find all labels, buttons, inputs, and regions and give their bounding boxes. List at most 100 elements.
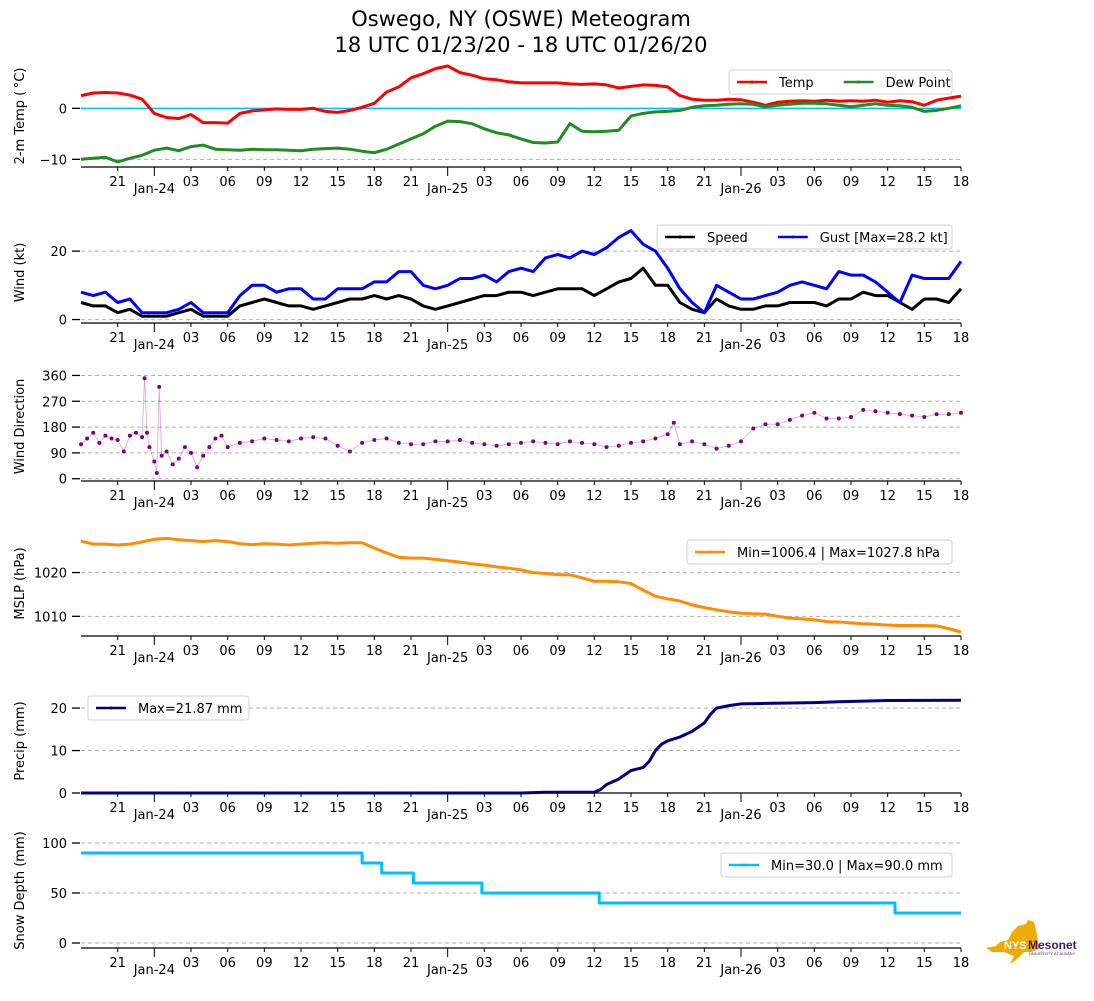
x-tick-label: 18: [659, 489, 676, 504]
x-tick-label: 03: [769, 331, 786, 346]
panel-snow: 21 03 06 09 12 15 18 21 03 06 09 12 15 18 21 03 06 09 12 15…: [13, 831, 969, 978]
panel-temp: 21 03 06 09 12 15 18 21 03 06 09 12 15 18 21 03 06 09 12 15…: [13, 64, 969, 197]
wind-direction-point: [690, 439, 695, 444]
wind-direction-point: [836, 416, 841, 421]
x-date-label: Jan-26: [719, 963, 761, 978]
wind-direction-point: [726, 443, 731, 448]
x-tick-label: 15: [623, 175, 640, 190]
x-tick-label: 18: [953, 644, 970, 659]
wind-direction-point: [421, 442, 426, 447]
x-tick-label: 06: [219, 489, 236, 504]
x-tick-label: 03: [183, 801, 200, 816]
x-tick-label: 18: [659, 175, 676, 190]
x-tick-label: 09: [256, 331, 273, 346]
wind-direction-point: [873, 409, 878, 414]
x-tick-label: 18: [366, 801, 383, 816]
wind-direction-point: [274, 437, 279, 442]
wind-direction-point: [409, 442, 413, 447]
x-tick-label: 03: [769, 801, 786, 816]
x-tick-label: 21: [109, 175, 126, 190]
legend-box: [728, 69, 953, 95]
y-tick-label: 1010: [34, 610, 67, 625]
wind-direction-point: [445, 439, 450, 444]
x-date-label: Jan-25: [426, 651, 468, 666]
wind-direction-point: [763, 422, 768, 427]
legend-wind: Speed Gust [Max=28.2 kt]: [656, 224, 953, 250]
legend-marker: [791, 235, 795, 239]
x-date-label: Jan-25: [426, 182, 468, 197]
wind-direction-point: [91, 430, 96, 435]
wind-direction-point: [787, 417, 792, 422]
x-tick-label: 18: [659, 644, 676, 659]
y-tick-label: −10: [40, 153, 67, 168]
x-tick-label: 12: [586, 331, 603, 346]
x-tick-label: 21: [696, 175, 713, 190]
x-tick-label: 15: [916, 801, 933, 816]
legend-label: Min=1006.4 | Max=1027.8 hPa: [737, 546, 940, 561]
x-date-label: Jan-26: [719, 651, 761, 666]
legend-box: [87, 695, 250, 721]
x-tick-label: 21: [109, 644, 126, 659]
x-tick-label: 06: [219, 956, 236, 971]
x-date-label: Jan-25: [426, 496, 468, 511]
x-tick-label: 15: [329, 956, 346, 971]
x-tick-label: 15: [623, 489, 640, 504]
wind-direction-point: [170, 462, 175, 467]
x-tick-label: 09: [843, 801, 860, 816]
wind-direction-point: [201, 453, 206, 458]
wind-direction-point: [959, 410, 963, 415]
legend-box: [720, 852, 953, 878]
x-tick-label: 12: [879, 801, 896, 816]
legend-label: Gust [Max=28.2 kt]: [820, 231, 948, 246]
wind-direction-point: [207, 445, 212, 450]
wind-direction-point: [85, 436, 90, 441]
wind-direction-point: [164, 449, 169, 454]
legend-label: Dew Point: [886, 76, 951, 91]
x-tick-label: 18: [659, 801, 676, 816]
y-axis-label: 2-m Temp ( °C): [13, 68, 28, 165]
x-tick-label: 03: [769, 489, 786, 504]
x-tick-label: 21: [696, 956, 713, 971]
x-tick-label: 09: [256, 801, 273, 816]
x-tick-label: 15: [329, 175, 346, 190]
wind-direction-point: [154, 470, 159, 475]
x-tick-label: 15: [916, 331, 933, 346]
x-tick-label: 09: [843, 644, 860, 659]
x-tick-label: 03: [476, 489, 493, 504]
panel-wind: 21 03 06 09 12 15 18 21 03 06 09 12 15 18 21 03 06 09 12 15…: [13, 224, 969, 353]
wind-direction-point: [323, 436, 328, 441]
series-precip-line: [81, 698, 962, 795]
x-tick-label: 06: [806, 175, 823, 190]
wind-direction-point: [176, 456, 181, 461]
wind-direction-point: [97, 440, 102, 445]
legend-label: Max=21.87 mm: [138, 702, 242, 717]
legend-label: Min=30.0 | Max=90.0 mm: [771, 859, 943, 874]
wind-direction-point: [121, 449, 126, 454]
x-tick-label: 06: [513, 331, 530, 346]
x-tick-label: 06: [806, 956, 823, 971]
wind-direction-point: [580, 440, 585, 445]
chart-title-line2: 18 UTC 01/23/20 - 18 UTC 01/26/20: [334, 33, 708, 57]
wind-direction-point: [384, 436, 389, 441]
x-tick-label: 15: [623, 331, 640, 346]
x-tick-label: 15: [329, 489, 346, 504]
x-tick-label: 18: [953, 489, 970, 504]
series-snow-depth-line: [81, 851, 961, 915]
legend-marker: [857, 80, 861, 84]
wind-direction-point: [665, 432, 670, 437]
x-tick-label: 18: [366, 489, 383, 504]
x-tick-label: 12: [879, 331, 896, 346]
wind-direction-point: [653, 436, 658, 441]
y-tick-label: 0: [59, 937, 67, 952]
x-tick-label: 12: [586, 175, 603, 190]
legend-precip: Max=21.87 mm: [87, 695, 250, 721]
x-tick-label: 03: [769, 175, 786, 190]
x-tick-label: 09: [843, 956, 860, 971]
series-temp-line: [80, 64, 962, 125]
chart-title-line1: Oswego, NY (OSWE) Meteogram: [351, 7, 691, 31]
x-tick-label: 15: [916, 175, 933, 190]
x-tick-label: 06: [806, 801, 823, 816]
panel-mslp: 21 03 06 09 12 15 18 21 03 06 09 12 15 18 21 03 06 09 12 15…: [13, 536, 970, 666]
x-date-label: Jan-24: [133, 182, 175, 197]
x-tick-label: 03: [183, 489, 200, 504]
